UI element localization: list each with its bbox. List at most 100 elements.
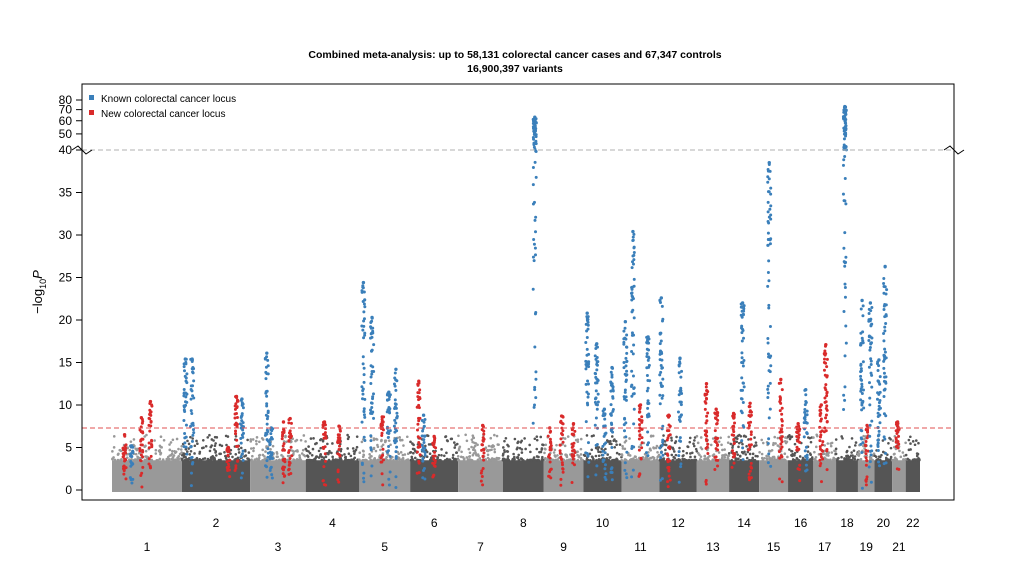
background-variant bbox=[623, 447, 627, 451]
background-variant bbox=[295, 449, 299, 452]
locus-point bbox=[388, 454, 392, 458]
locus-point bbox=[878, 390, 882, 394]
locus-point bbox=[534, 139, 538, 143]
background-variant bbox=[513, 455, 516, 459]
locus-point bbox=[705, 389, 709, 393]
locus-point bbox=[624, 356, 628, 360]
locus-point bbox=[571, 455, 575, 459]
locus-point bbox=[417, 391, 421, 395]
background-variant bbox=[690, 451, 694, 455]
locus-point bbox=[336, 478, 340, 482]
locus-point bbox=[572, 441, 576, 445]
background-variant bbox=[464, 433, 467, 437]
background-variant bbox=[546, 458, 549, 462]
locus-point bbox=[323, 433, 327, 437]
locus-point bbox=[233, 407, 237, 411]
background-variant bbox=[809, 453, 812, 457]
locus-point bbox=[586, 327, 590, 331]
background-variant bbox=[346, 447, 349, 450]
locus-point bbox=[182, 408, 186, 412]
background-variant bbox=[310, 453, 314, 457]
locus-point bbox=[184, 423, 188, 427]
lead-variant-point bbox=[748, 401, 752, 405]
locus-point bbox=[387, 477, 391, 481]
locus-point bbox=[732, 433, 736, 437]
locus-point bbox=[395, 445, 399, 449]
new-locus-0 bbox=[121, 433, 128, 481]
new-locus-13 bbox=[321, 420, 328, 487]
background-variant bbox=[492, 444, 495, 448]
lead-variant-point bbox=[265, 351, 269, 355]
background-variant bbox=[651, 434, 655, 438]
background-variant bbox=[178, 452, 182, 456]
locus-point bbox=[731, 449, 735, 453]
locus-point bbox=[819, 433, 823, 437]
locus-point bbox=[240, 412, 244, 416]
locus-point bbox=[611, 430, 615, 434]
background-variant bbox=[330, 451, 333, 455]
background-variant bbox=[457, 458, 460, 462]
background-variant bbox=[244, 454, 248, 457]
background-variant bbox=[853, 455, 857, 458]
locus-point bbox=[647, 363, 651, 367]
locus-point bbox=[661, 440, 665, 444]
background-variant bbox=[845, 449, 849, 453]
background-variant bbox=[656, 455, 659, 459]
background-variant bbox=[501, 454, 505, 457]
locus-point bbox=[601, 449, 605, 453]
locus-point bbox=[797, 433, 801, 437]
locus-point bbox=[843, 109, 847, 113]
locus-point bbox=[139, 474, 143, 478]
locus-point bbox=[388, 407, 392, 411]
new-locus-25 bbox=[546, 426, 553, 480]
background-variant bbox=[614, 440, 618, 443]
background-variant bbox=[793, 451, 797, 455]
locus-point bbox=[658, 331, 662, 335]
background-variant bbox=[693, 439, 696, 442]
background-variant bbox=[813, 450, 816, 454]
chromosome-band-1 bbox=[111, 433, 184, 492]
locus-point bbox=[876, 391, 880, 395]
locus-point bbox=[820, 429, 824, 433]
background-variant bbox=[833, 449, 836, 453]
background-variant bbox=[503, 439, 506, 443]
locus-point bbox=[638, 423, 642, 427]
locus-point bbox=[624, 435, 628, 439]
background-variant bbox=[193, 444, 197, 448]
locus-point bbox=[395, 411, 399, 415]
locus-point bbox=[239, 476, 243, 480]
locus-point bbox=[667, 474, 671, 478]
background-variant bbox=[909, 442, 912, 445]
locus-point bbox=[370, 401, 374, 405]
locus-point bbox=[601, 414, 605, 418]
background-variant bbox=[446, 457, 449, 461]
background-variant bbox=[175, 437, 179, 441]
chromosome-label-12: 12 bbox=[671, 516, 685, 530]
locus-point bbox=[416, 395, 420, 399]
background-variant bbox=[384, 458, 388, 462]
locus-point bbox=[609, 389, 613, 393]
locus-point bbox=[659, 370, 663, 374]
locus-point bbox=[182, 419, 186, 423]
chromosome-bulk-2 bbox=[181, 460, 251, 492]
locus-point bbox=[561, 470, 565, 474]
background-variant bbox=[247, 451, 251, 454]
locus-point bbox=[263, 357, 267, 361]
locus-point bbox=[864, 463, 868, 467]
known-locus-55 bbox=[882, 264, 889, 466]
background-variant bbox=[730, 458, 734, 462]
background-variant bbox=[874, 455, 878, 459]
locus-point bbox=[417, 471, 421, 475]
new-locus-26 bbox=[558, 414, 565, 487]
locus-point bbox=[767, 259, 771, 263]
background-variant bbox=[516, 441, 519, 445]
known-locus-44 bbox=[766, 161, 773, 468]
locus-point bbox=[190, 439, 194, 443]
background-variant bbox=[628, 454, 632, 457]
background-variant bbox=[760, 452, 764, 456]
background-variant bbox=[460, 450, 463, 454]
locus-point bbox=[749, 443, 753, 447]
background-variant bbox=[652, 456, 656, 460]
y-tick-label: 20 bbox=[59, 313, 73, 327]
locus-point bbox=[883, 357, 887, 361]
